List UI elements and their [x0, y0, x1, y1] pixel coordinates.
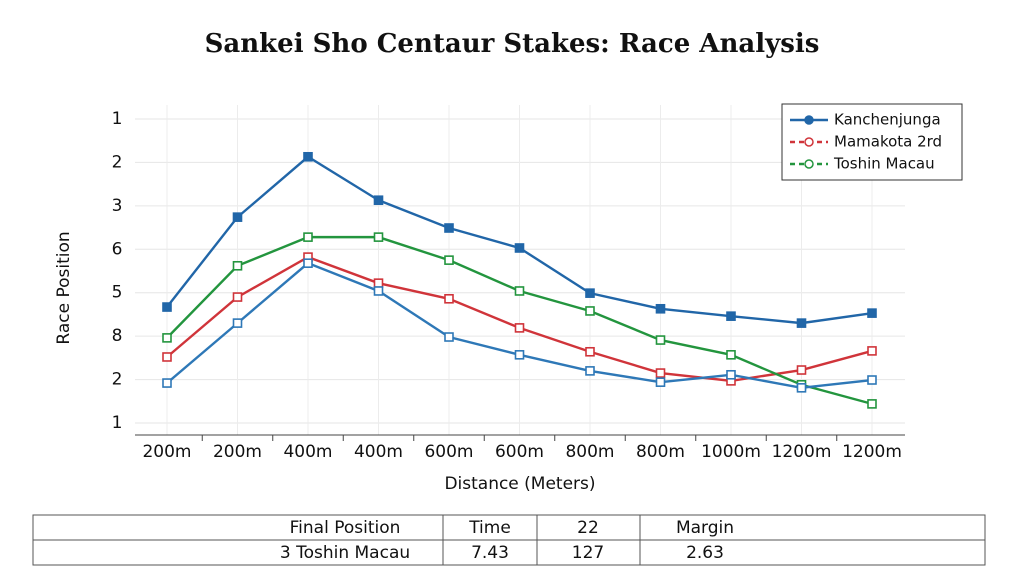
x-tick-label: 800m	[565, 442, 614, 462]
y-tick-label: 8	[112, 326, 123, 346]
legend-marker	[804, 137, 814, 147]
series-marker	[514, 286, 525, 296]
series-marker	[514, 243, 525, 253]
series-marker	[585, 366, 595, 376]
series-marker	[162, 378, 172, 388]
series-marker	[796, 383, 807, 393]
series-marker	[796, 318, 807, 328]
y-tick-label: 6	[112, 239, 123, 259]
series-marker	[162, 333, 172, 343]
series-marker	[162, 352, 172, 362]
table	[32, 514, 986, 566]
x-tick-label: 200m	[213, 442, 262, 462]
y-tick-label: 5	[112, 283, 123, 303]
x-tick-label: 600m	[495, 442, 544, 462]
series-marker	[232, 292, 243, 302]
series-marker	[655, 368, 666, 378]
series-marker	[867, 375, 877, 385]
series-marker	[303, 258, 313, 268]
table-cell: 2.63	[686, 543, 724, 563]
series-marker	[232, 260, 243, 271]
x-tick-label: 1200m	[842, 442, 902, 462]
x-tick-label: 400m	[283, 442, 332, 462]
table-header-cell: 22	[577, 518, 599, 538]
series-marker	[444, 255, 454, 265]
series-marker	[867, 346, 877, 356]
legend-label: Mamakota 2rd	[834, 133, 942, 151]
legend-label: Kanchenjunga	[834, 111, 941, 129]
series-marker	[303, 151, 313, 162]
series-marker	[655, 335, 666, 345]
series-marker	[373, 195, 384, 206]
y-tick-label: 1	[112, 413, 123, 433]
series-marker	[867, 399, 877, 409]
y-tick-label: 2	[112, 370, 123, 390]
y-axis-label: Race Position	[54, 231, 74, 344]
table-header-cell: Final Position	[290, 518, 401, 538]
x-tick-label: 600m	[424, 442, 473, 462]
series-marker	[655, 377, 666, 387]
legend-label: Toshin Macau	[833, 155, 935, 173]
series-marker	[232, 212, 243, 222]
series-marker	[444, 293, 454, 304]
series-marker	[303, 232, 313, 242]
x-tick-label: 800m	[636, 442, 685, 462]
series-marker	[444, 223, 454, 233]
series-marker	[726, 369, 736, 380]
series-marker	[726, 350, 736, 360]
series-marker	[585, 306, 595, 316]
y-tick-label: 3	[112, 196, 123, 216]
series-marker	[444, 332, 454, 342]
legend-marker	[804, 159, 814, 169]
y-tick-label: 1	[112, 109, 123, 129]
series-marker	[726, 311, 736, 321]
series-marker	[867, 308, 877, 318]
x-tick-label: 200m	[142, 442, 191, 462]
x-axis-label: Distance (Meters)	[444, 474, 595, 494]
series-marker	[585, 288, 595, 298]
table-header-cell: Time	[468, 518, 511, 538]
series-marker	[373, 286, 384, 296]
series-marker	[796, 365, 807, 375]
series-marker	[162, 302, 172, 312]
y-tick-label: 2	[112, 152, 123, 172]
series-marker	[373, 232, 384, 242]
table-cell: 3 Toshin Macau	[280, 543, 410, 563]
x-tick-label: 1000m	[701, 442, 761, 462]
table-header-cell: Margin	[676, 518, 734, 538]
series-marker	[585, 346, 595, 357]
chart-title: Sankei Sho Centaur Stakes: Race Analysis	[205, 29, 820, 59]
x-tick-label: 1200m	[772, 442, 832, 462]
series-marker	[655, 303, 666, 314]
series-marker	[514, 323, 525, 333]
series-marker	[514, 350, 525, 360]
table-cell: 7.43	[471, 543, 509, 563]
legend-marker	[804, 115, 814, 125]
series-marker	[232, 318, 243, 328]
series-marker	[373, 278, 384, 288]
table-cell: 127	[572, 543, 604, 563]
x-tick-label: 400m	[354, 442, 403, 462]
